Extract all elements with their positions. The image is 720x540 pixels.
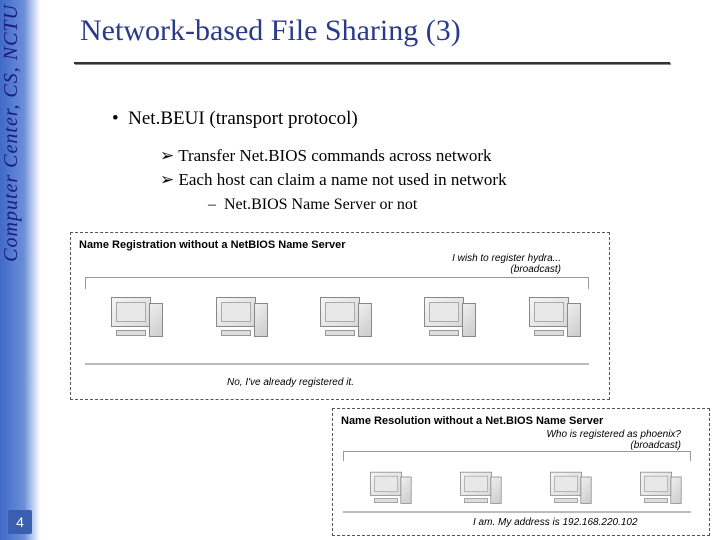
sub1-text: Transfer Net.BIOS commands across networ… (178, 146, 491, 165)
bullet-level1: • Net.BEUI (transport protocol) (112, 108, 660, 130)
slide-title: Network-based File Sharing (3) (80, 14, 461, 48)
diagram-registration: Name Registration without a NetBIOS Name… (70, 232, 610, 400)
diagram1-sub-text: I wish to register hydra... (452, 253, 561, 264)
page-number: 4 (8, 510, 32, 534)
diagram2-computers (341, 467, 701, 515)
computer-icon (103, 297, 159, 345)
diagram2-box: Name Resolution without a Net.BIOS Name … (332, 408, 710, 536)
network-line2 (343, 511, 691, 513)
computer-icon (312, 297, 368, 345)
computer-icon (208, 297, 264, 345)
diagram2-response: I am. My address is 192.168.220.102 (473, 517, 638, 528)
broadcast-bracket-top2 (343, 451, 691, 461)
diagram1-computers (79, 297, 601, 345)
sub2-text: Each host can claim a name not used in n… (179, 170, 507, 189)
computer-icon (364, 472, 409, 510)
sidebar: Computer Center, CS, NCTU (0, 0, 40, 540)
diagram2-sub-text: Who is registered as phoenix? (546, 429, 681, 440)
diagram2-subtitle: Who is registered as phoenix? (broadcast… (341, 429, 681, 451)
broadcast-bracket-top (85, 277, 589, 289)
title-underline (74, 62, 670, 64)
diagram1-box: Name Registration without a NetBIOS Name… (70, 232, 610, 400)
computer-icon (416, 297, 472, 345)
diagram1-sub-note: (broadcast) (510, 264, 561, 275)
diagram-resolution: Name Resolution without a Net.BIOS Name … (332, 408, 710, 536)
computer-icon (521, 297, 577, 345)
bullet1-text: Net.BEUI (transport protocol) (128, 108, 358, 129)
diagram1-subtitle: I wish to register hydra... (broadcast) (79, 253, 561, 275)
bullet-level2a: ➢ Transfer Net.BIOS commands across netw… (160, 144, 660, 168)
network-line (85, 363, 589, 365)
sidebar-label: Computer Center, CS, NCTU (0, 4, 40, 262)
computer-icon (544, 472, 589, 510)
content-area: • Net.BEUI (transport protocol) ➢ Transf… (100, 108, 660, 214)
bullet-level2b: ➢ Each host can claim a name not used in… (160, 168, 660, 192)
computer-icon (454, 472, 499, 510)
diagram1-response: No, I've already registered it. (227, 377, 354, 388)
bullet-level3: – Net.BIOS Name Server or not (208, 196, 660, 214)
diagram1-title: Name Registration without a NetBIOS Name… (79, 239, 601, 251)
computer-icon (634, 472, 679, 510)
diagram2-title: Name Resolution without a Net.BIOS Name … (341, 415, 701, 427)
dash-text: Net.BIOS Name Server or not (224, 196, 417, 213)
diagram2-sub-note: (broadcast) (630, 440, 681, 451)
